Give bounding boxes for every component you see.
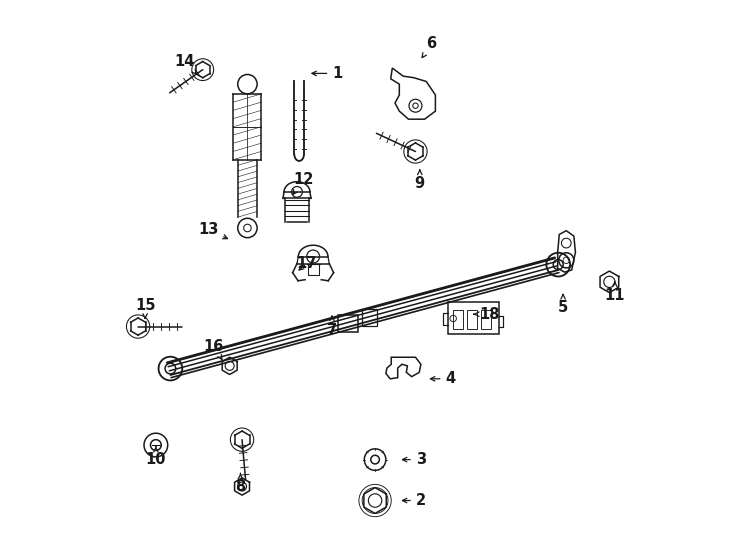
Text: 17: 17	[297, 256, 317, 271]
Text: 10: 10	[145, 447, 166, 467]
Text: 7: 7	[327, 316, 337, 338]
Text: 8: 8	[236, 474, 246, 494]
Text: 6: 6	[422, 36, 437, 58]
Text: 12: 12	[293, 172, 313, 194]
Text: 4: 4	[430, 372, 456, 386]
Text: 13: 13	[198, 222, 228, 239]
Text: 2: 2	[402, 493, 426, 508]
Text: 5: 5	[558, 294, 568, 315]
Text: 3: 3	[402, 452, 426, 467]
Text: 16: 16	[203, 339, 224, 360]
Text: 11: 11	[605, 282, 625, 303]
Text: 1: 1	[312, 66, 343, 81]
Text: 18: 18	[474, 307, 500, 322]
Text: 9: 9	[415, 170, 425, 191]
Text: 15: 15	[135, 298, 156, 319]
Text: 14: 14	[175, 53, 197, 74]
